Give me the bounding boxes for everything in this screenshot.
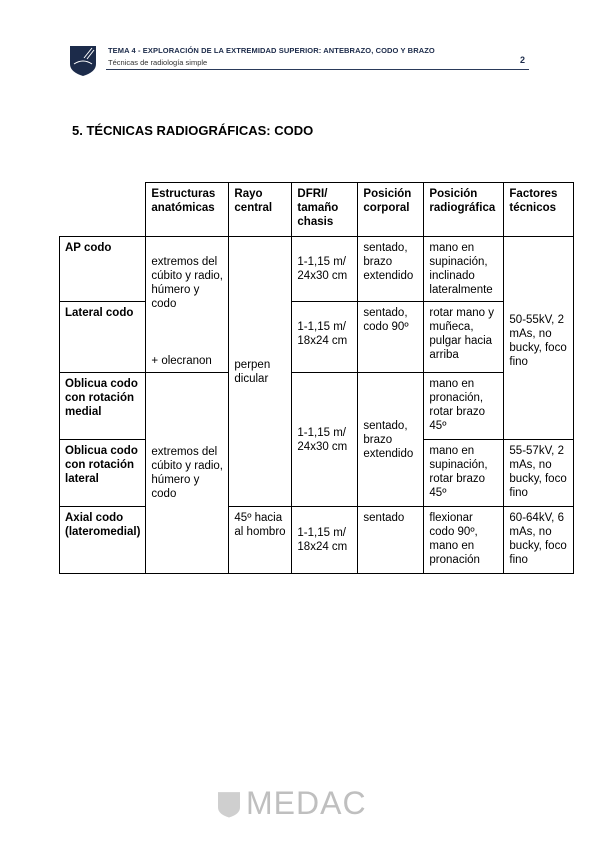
header-subtitle: Técnicas de radiología simple bbox=[108, 58, 208, 67]
header-divider bbox=[106, 69, 529, 70]
estructuras-text: extremos del cúbito y radio, húmero y co… bbox=[151, 256, 224, 310]
rayo-central-cell: perpendicular bbox=[228, 236, 293, 507]
dfri-cell: 1-1,15 m/ 24x30 cm bbox=[291, 372, 359, 507]
radiografica-cell: mano en supinación, inclinado lateralmen… bbox=[423, 236, 505, 302]
corporal-cell: sentado, codo 90º bbox=[357, 301, 425, 373]
row-label: Lateral codo bbox=[58, 301, 147, 373]
column-header: Estructuras anatómicas bbox=[145, 182, 230, 237]
column-header: DFRI/ tamaño chasis bbox=[291, 182, 359, 237]
column-header: Rayo central bbox=[228, 182, 293, 237]
factores-cell: 50-55kV, 2 mAs, no bucky, foco fino bbox=[503, 236, 575, 440]
estructuras-cell: extremos del cúbito y radio, húmero y co… bbox=[145, 372, 230, 574]
dfri-cell: 1-1,15 m/ 18x24 cm bbox=[291, 506, 359, 574]
column-header: Posición corporal bbox=[357, 182, 425, 237]
radiografica-cell: mano en pronación, rotar brazo 45º bbox=[423, 372, 505, 440]
radiografica-cell: rotar mano y muñeca, pulgar hacia arriba bbox=[423, 301, 505, 373]
corporal-cell: sentado bbox=[357, 506, 425, 574]
radiografica-cell: mano en supinación, rotar brazo 45º bbox=[423, 439, 505, 507]
medac-shield-logo bbox=[70, 46, 96, 76]
row-label: AP codo bbox=[58, 236, 147, 302]
corporal-cell: sentado, brazo extendido bbox=[357, 236, 425, 302]
table-header-row: Estructuras anatómicas Rayo central DFRI… bbox=[59, 182, 575, 237]
page-number: 2 bbox=[520, 55, 526, 65]
column-header: Factores técnicos bbox=[503, 182, 575, 237]
medac-shield-icon bbox=[218, 791, 240, 818]
rayo-central-cell: 45º hacia al hombro bbox=[228, 506, 293, 574]
table-row: Lateral codo 1-1,15 m/ 18x24 cm sentado,… bbox=[58, 301, 574, 373]
footer-logo-text: MEDAC bbox=[246, 785, 367, 821]
row-label: Oblicua codo con rotación medial bbox=[58, 372, 147, 440]
empty-corner-cell bbox=[59, 182, 147, 237]
estructuras-cell: extremos del cúbito y radio, húmero y co… bbox=[145, 236, 230, 373]
table-row: AP codo extremos del cúbito y radio, húm… bbox=[58, 236, 575, 507]
table-row: Axial codo (lateromedial) 45º hacia al h… bbox=[58, 506, 575, 574]
techniques-table: Estructuras anatómicas Rayo central DFRI… bbox=[58, 182, 575, 574]
row-label: Axial codo (lateromedial) bbox=[58, 506, 147, 574]
header-title: TEMA 4 - EXPLORACIÓN DE LA EXTREMIDAD SU… bbox=[108, 46, 435, 55]
section-title: 5. TÉCNICAS RADIOGRÁFICAS: CODO bbox=[72, 123, 314, 138]
dfri-cell: 1-1,15 m/ 24x30 cm bbox=[291, 236, 359, 302]
factores-cell: 60-64kV, 6 mAs, no bucky, foco fino bbox=[503, 506, 575, 574]
table-row: Oblicua codo con rotación lateral mano e… bbox=[58, 439, 575, 507]
radiografica-cell: flexionar codo 90º, mano en pronación bbox=[423, 506, 505, 574]
table-row: Oblicua codo con rotación medial extremo… bbox=[58, 372, 574, 574]
factores-cell: 55-57kV, 2 mAs, no bucky, foco fino bbox=[503, 439, 575, 507]
column-header: Posición radiográfica bbox=[423, 182, 505, 237]
rayo-central-text: perpendicular bbox=[234, 358, 271, 385]
row-label: Oblicua codo con rotación lateral bbox=[58, 439, 147, 507]
corporal-cell: sentado, brazo extendido bbox=[357, 372, 425, 507]
dfri-cell: 1-1,15 m/ 18x24 cm bbox=[291, 301, 359, 373]
footer-logo: MEDAC bbox=[218, 785, 367, 822]
estructuras-extra: + olecranon bbox=[151, 355, 212, 367]
